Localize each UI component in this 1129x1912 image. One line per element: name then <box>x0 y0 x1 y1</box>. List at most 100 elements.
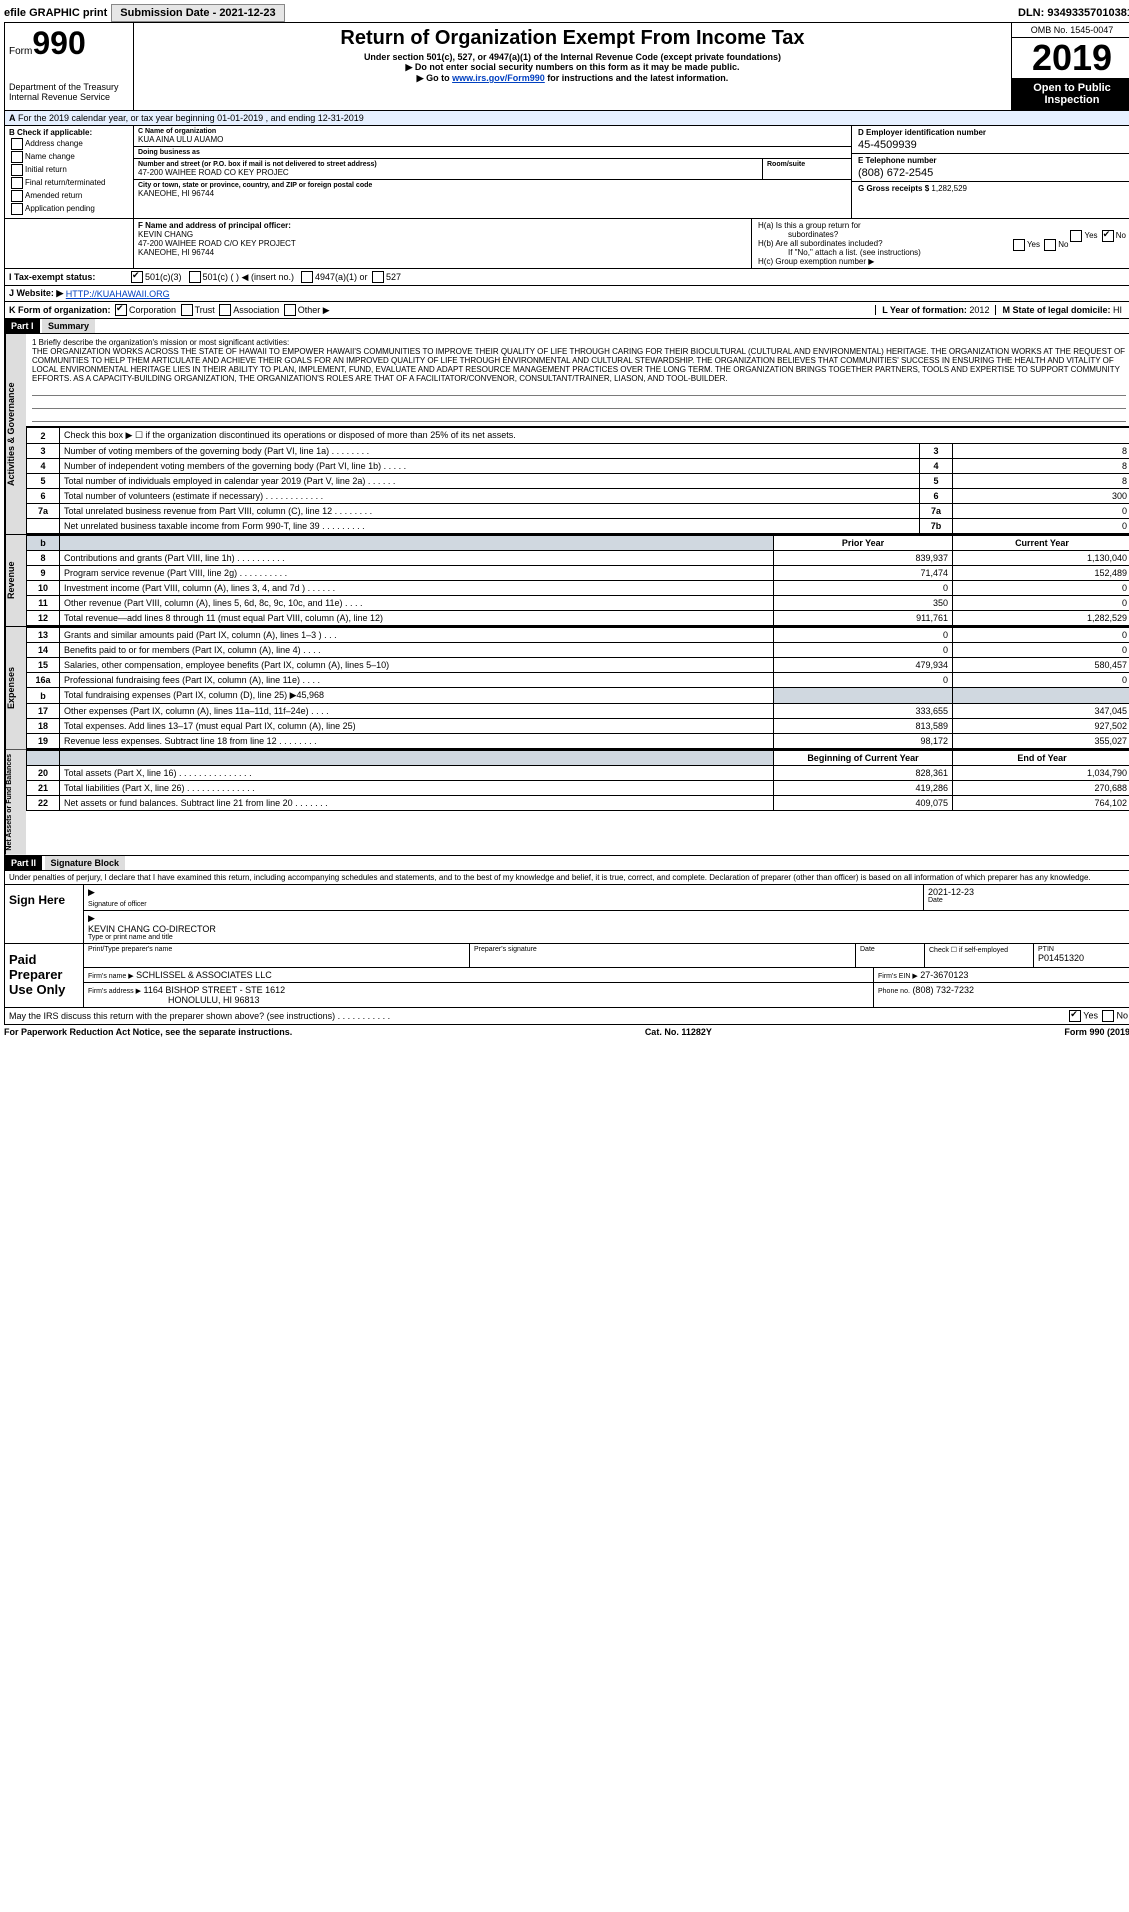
chk-address[interactable]: Address change <box>9 138 129 150</box>
opt-501c: 501(c) ( ) ◀ (insert no.) <box>203 272 294 283</box>
firm-phone: (808) 732-7232 <box>912 985 974 995</box>
ha-no[interactable] <box>1102 230 1114 242</box>
table-row: 18Total expenses. Add lines 13–17 (must … <box>27 719 1129 734</box>
vtab-net: Net Assets or Fund Balances <box>5 750 26 855</box>
officer-addr2: KANEOHE, HI 96744 <box>138 248 214 257</box>
sub3-pre: Go to <box>426 73 452 83</box>
dept-treasury: Department of the Treasury <box>9 82 129 92</box>
box-deg: D Employer identification number 45-4509… <box>851 126 1129 218</box>
officer-name: KEVIN CHANG <box>138 230 193 239</box>
hb-yes[interactable] <box>1013 239 1025 251</box>
hdr-eoy: End of Year <box>953 751 1129 766</box>
state-domicile: HI <box>1113 305 1122 315</box>
submission-date-button[interactable]: Submission Date - 2021-12-23 <box>111 4 284 22</box>
footer-left: For Paperwork Reduction Act Notice, see … <box>4 1027 292 1037</box>
hc-label: H(c) Group exemption number ▶ <box>758 257 874 266</box>
table-row: 10Investment income (Part VIII, column (… <box>27 581 1129 596</box>
gross-label: G Gross receipts $ <box>858 184 929 193</box>
sig-name-label: Type or print name and title <box>88 934 1128 941</box>
firm-addr1: 1164 BISHOP STREET - STE 1612 <box>144 985 286 995</box>
footer-right: Form 990 (2019) <box>1064 1027 1129 1037</box>
box-f-label: F Name and address of principal officer: <box>138 221 291 230</box>
line-4: 4Number of independent voting members of… <box>27 459 1129 474</box>
opt-other: Other ▶ <box>298 305 330 316</box>
firm-addr2: HONOLULU, HI 96813 <box>168 995 260 1005</box>
org-name-label: C Name of organization <box>138 128 847 135</box>
chk-4947[interactable] <box>301 271 313 283</box>
opt-corp: Corporation <box>129 305 176 315</box>
rev-table: bPrior YearCurrent Year 8Contributions a… <box>26 535 1129 626</box>
part1-label: Part I <box>5 319 40 333</box>
paid-preparer-block: Paid Preparer Use Only Print/Type prepar… <box>4 944 1129 1008</box>
chk-initial[interactable]: Initial return <box>9 164 129 176</box>
chk-assoc[interactable] <box>219 304 231 316</box>
signature-arrow-icon <box>88 887 919 901</box>
opt-assoc: Association <box>233 305 279 315</box>
hdr-current: Current Year <box>953 536 1129 551</box>
table-row: 15Salaries, other compensation, employee… <box>27 658 1129 673</box>
org-name: KUA AINA ULU AUAMO <box>138 135 847 144</box>
exp-table: 13Grants and similar amounts paid (Part … <box>26 627 1129 749</box>
chk-527[interactable] <box>372 271 384 283</box>
net-table: Beginning of Current YearEnd of Year 20T… <box>26 750 1129 811</box>
hb-no[interactable] <box>1044 239 1056 251</box>
line-j-label: J Website: ▶ <box>9 288 63 299</box>
box-c: C Name of organization KUA AINA ULU AUAM… <box>134 126 851 218</box>
form-number: 990 <box>32 25 85 61</box>
form990-link[interactable]: www.irs.gov/Form990 <box>452 73 545 83</box>
city-label: City or town, state or province, country… <box>138 182 847 189</box>
chk-corp[interactable] <box>115 304 127 316</box>
chk-final[interactable]: Final return/terminated <box>9 177 129 189</box>
vtab-governance: Activities & Governance <box>5 334 26 534</box>
ha-label: H(a) Is this a group return for <box>758 221 861 230</box>
dba-label: Doing business as <box>138 149 847 156</box>
discuss-no[interactable] <box>1102 1010 1114 1022</box>
city-value: KANEOHE, HI 96744 <box>138 189 847 198</box>
chk-other[interactable] <box>284 304 296 316</box>
room-label: Room/suite <box>767 161 847 168</box>
chk-amended[interactable]: Amended return <box>9 190 129 202</box>
line-i: I Tax-exempt status: 501(c)(3) 501(c) ( … <box>4 269 1129 286</box>
part2-label: Part II <box>5 856 42 870</box>
ha-yes[interactable] <box>1070 230 1082 242</box>
dln-label: DLN: 93493357010381 <box>1018 7 1129 19</box>
table-row: 20Total assets (Part X, line 16) . . . .… <box>27 766 1129 781</box>
ein-value: 45-4509939 <box>858 137 1126 151</box>
box-f: F Name and address of principal officer:… <box>133 219 751 268</box>
discuss-row: May the IRS discuss this return with the… <box>4 1008 1129 1025</box>
opt-501c3: 501(c)(3) <box>145 272 182 282</box>
dept-irs: Internal Revenue Service <box>9 92 129 102</box>
chk-501c3[interactable] <box>131 271 143 283</box>
mission-lead: 1 Briefly describe the organization's mi… <box>32 338 1126 347</box>
form-header: Form990 Department of the Treasury Inter… <box>4 22 1129 111</box>
table-row: 11Other revenue (Part VIII, column (A), … <box>27 596 1129 611</box>
chk-application[interactable]: Application pending <box>9 203 129 215</box>
addr-label: Number and street (or P.O. box if mail i… <box>138 161 758 168</box>
gross-value: 1,282,529 <box>931 184 967 193</box>
opt-4947: 4947(a)(1) or <box>315 272 368 282</box>
firm-name-label: Firm's name ▶ <box>88 973 134 980</box>
chk-name[interactable]: Name change <box>9 151 129 163</box>
omb-number: OMB No. 1545-0047 <box>1012 23 1129 38</box>
summary-gov: Activities & Governance 1 Briefly descri… <box>4 334 1129 535</box>
city-cell: City or town, state or province, country… <box>134 180 851 200</box>
footer-mid: Cat. No. 11282Y <box>645 1027 712 1037</box>
chk-501c[interactable] <box>189 271 201 283</box>
firm-name: SCHLISSEL & ASSOCIATES LLC <box>136 970 272 980</box>
ein-label: D Employer identification number <box>858 128 986 137</box>
discuss-yes[interactable] <box>1069 1010 1081 1022</box>
line-2: 2Check this box ▶ ☐ if the organization … <box>27 428 1129 444</box>
officer-addr1: 47-200 WAIHEE ROAD C/O KEY PROJECT <box>138 239 296 248</box>
sig-officer-label: Signature of officer <box>88 901 919 908</box>
phone-label: E Telephone number <box>858 156 937 165</box>
line-3: 3Number of voting members of the governi… <box>27 444 1129 459</box>
firm-addr-label: Firm's address ▶ <box>88 988 141 995</box>
footer: For Paperwork Reduction Act Notice, see … <box>4 1025 1129 1039</box>
line-6: 6Total number of volunteers (estimate if… <box>27 489 1129 504</box>
subtitle-3: Go to www.irs.gov/Form990 for instructio… <box>140 73 1005 84</box>
gov-table: 2Check this box ▶ ☐ if the organization … <box>26 427 1129 534</box>
sig-name: KEVIN CHANG CO-DIRECTOR <box>88 924 1128 934</box>
open-line2: Inspection <box>1014 94 1129 106</box>
chk-trust[interactable] <box>181 304 193 316</box>
website-link[interactable]: HTTP://KUAHAWAII.ORG <box>66 289 170 299</box>
